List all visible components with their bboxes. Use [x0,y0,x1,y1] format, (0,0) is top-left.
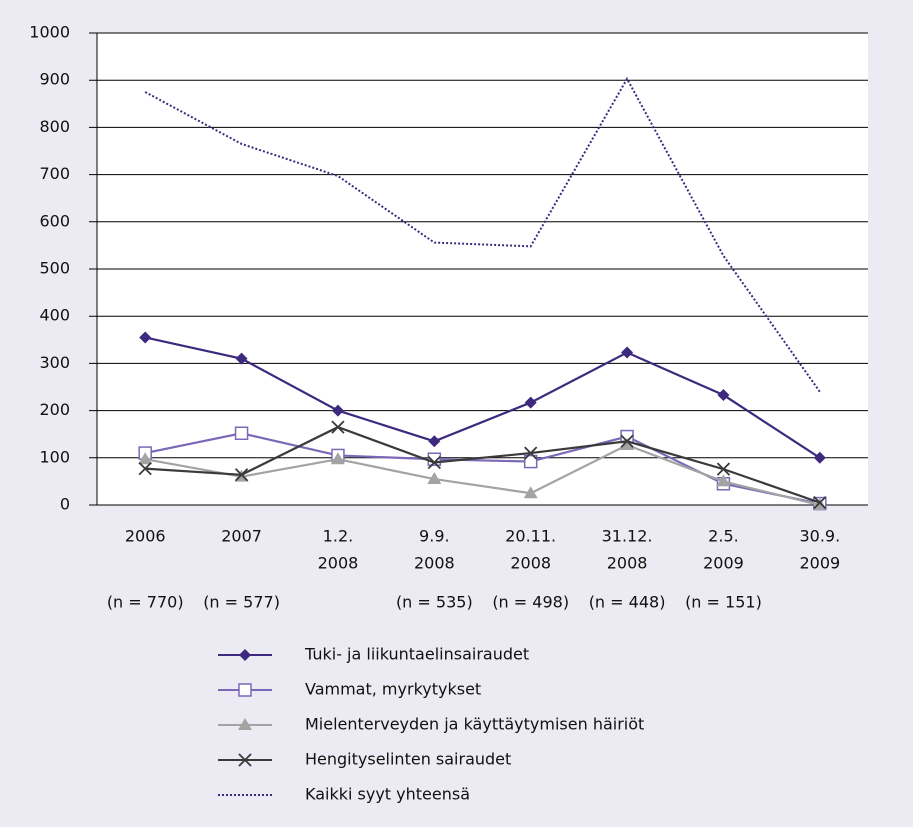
series-line [144,76,821,393]
marker [524,446,538,460]
marker [238,683,252,697]
x-tick-label: 31.12. [602,527,653,546]
marker [716,462,731,476]
marker [428,435,441,448]
x-tick-label: 2008 [318,554,359,573]
sample-size: (n = 151) [685,593,762,612]
marker [523,486,538,499]
marker [427,455,441,470]
marker [717,389,730,402]
y-tick-label: 100 [39,447,70,466]
marker [239,649,251,661]
marker [330,452,345,465]
marker [427,472,442,485]
marker [620,434,634,448]
x-tick-label: 2009 [703,554,744,573]
x-tick-label: 2008 [607,554,648,573]
marker [238,718,252,730]
sample-size: (n = 770) [107,593,184,612]
y-tick-label: 800 [39,117,70,136]
y-tick-label: 1000 [29,23,70,42]
series-line [144,336,821,459]
marker [234,426,249,441]
marker [620,438,635,451]
marker [716,474,731,487]
marker [238,753,252,767]
series-line [144,443,821,507]
y-tick-label: 900 [39,70,70,89]
x-tick-label: 2008 [414,554,455,573]
series-line [145,425,821,504]
legend-label: Vammat, myrkytykset [305,680,481,699]
marker [813,496,827,510]
x-tick-label: 2007 [221,527,262,546]
x-tick-label: 2009 [799,554,840,573]
x-tick-label: 1.2. [323,527,354,546]
marker [234,468,249,482]
y-tick-label: 200 [39,400,70,419]
x-tick-label: 2006 [125,527,166,546]
x-tick-label: 20.11. [505,527,556,546]
sample-size: (n = 535) [396,593,473,612]
marker [138,452,153,465]
marker [139,331,152,344]
y-tick-label: 400 [39,306,70,325]
marker [235,352,248,365]
x-tick-label: 9.9. [419,527,450,546]
legend-label: Hengityselinten sairaudet [305,750,511,769]
marker [523,454,538,469]
y-tick-label: 600 [39,211,70,230]
y-tick-label: 700 [39,164,70,183]
y-tick-label: 500 [39,259,70,278]
marker [138,462,152,476]
y-tick-label: 300 [39,353,70,372]
marker [331,420,345,434]
marker [524,396,537,409]
legend-label: Tuki- ja liikuntaelinsairaudet [304,645,529,664]
marker [331,404,344,417]
marker [813,451,826,464]
legend-label: Mielenterveyden ja käyttäytymisen häiriö… [305,715,644,734]
x-tick-label: 30.9. [799,527,840,546]
sample-size: (n = 448) [589,593,666,612]
sample-size: (n = 498) [492,593,569,612]
legend-label: Kaikki syyt yhteensä [305,785,470,804]
sample-size: (n = 577) [203,593,280,612]
x-tick-label: 2008 [510,554,551,573]
y-tick-label: 0 [60,495,70,514]
x-tick-label: 2.5. [708,527,739,546]
marker [621,346,634,359]
